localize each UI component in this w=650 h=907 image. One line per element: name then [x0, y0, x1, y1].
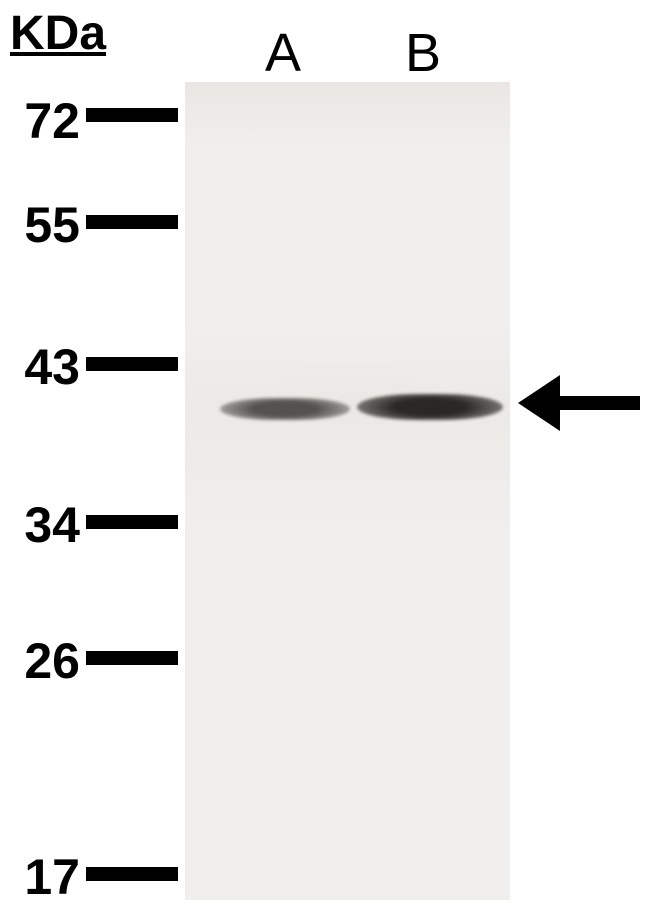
western-blot-figure: { "figure": { "type": "western-blot", "w…: [0, 0, 650, 907]
arrow-head-icon: [518, 375, 560, 431]
arrow-shaft: [560, 396, 640, 410]
target-band-arrow: [0, 0, 650, 907]
